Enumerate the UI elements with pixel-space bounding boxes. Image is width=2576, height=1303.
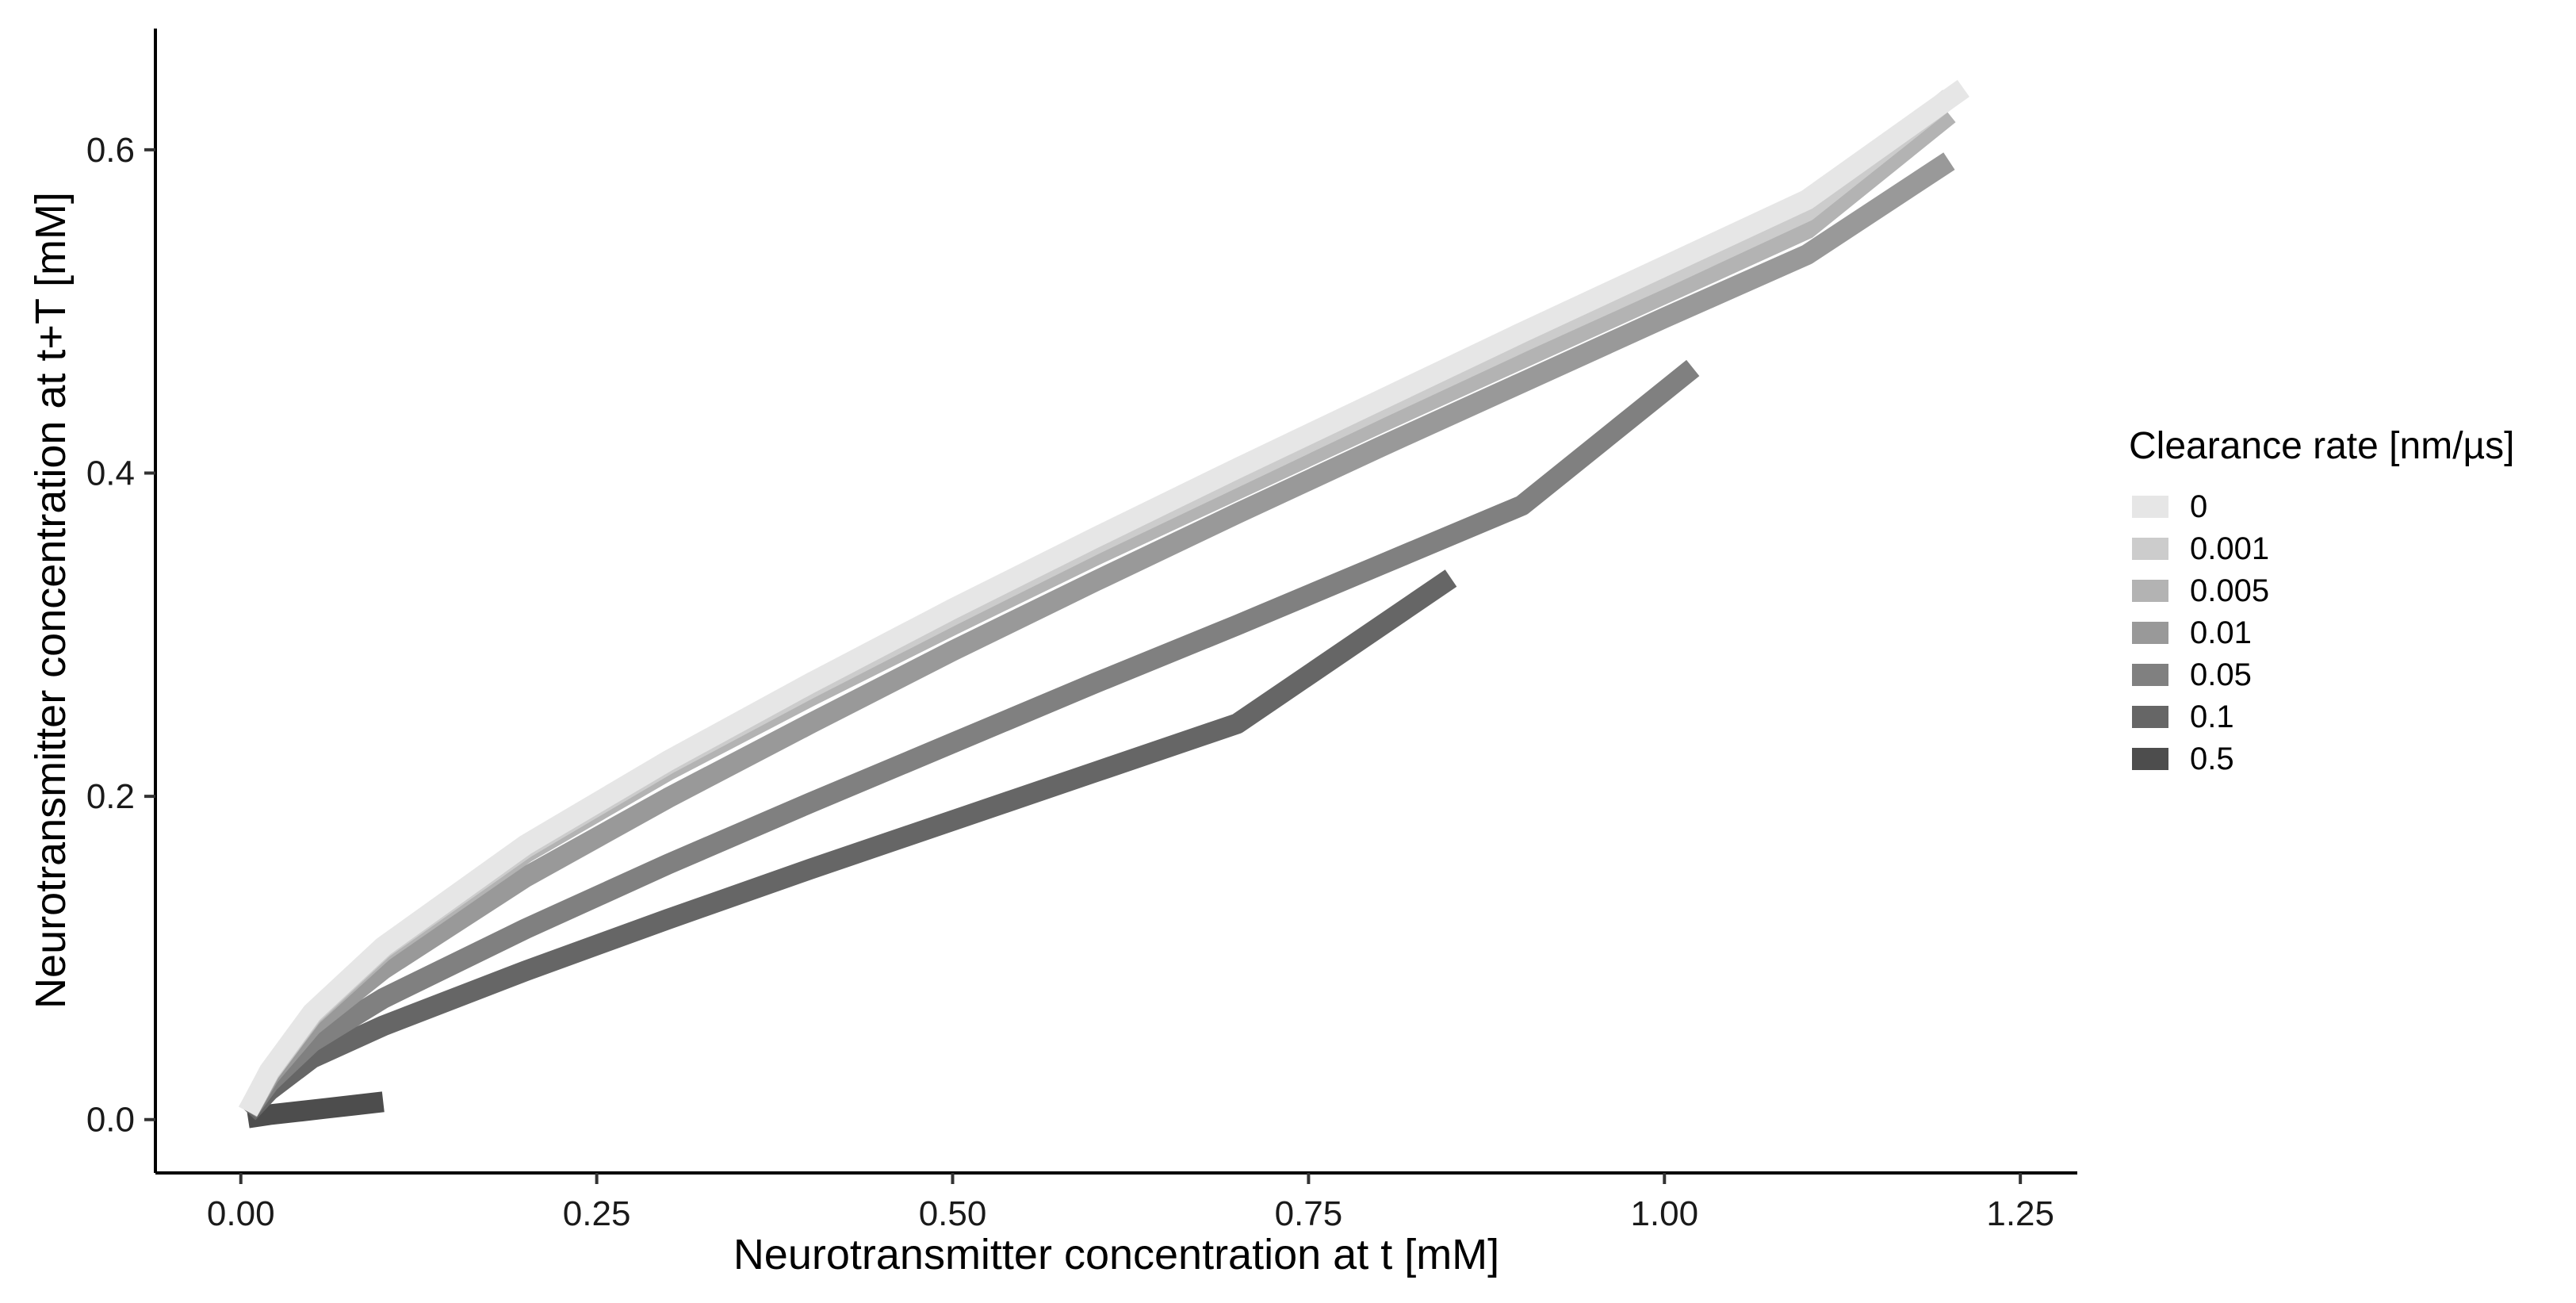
legend-label-0.005: 0.005 xyxy=(2190,573,2269,608)
legend-swatch-0.1 xyxy=(2132,706,2168,728)
legend-items: 0 0.001 0.005 0.01 0.05 0.1 0.5 xyxy=(2132,489,2269,776)
legend-swatch-0.001 xyxy=(2132,538,2168,560)
axes: 0.00 0.25 0.50 0.75 1.00 1.25 0.0 0.2 0.4 0.6 xyxy=(86,29,2077,1233)
y-ticks: 0.0 0.2 0.4 0.6 xyxy=(86,131,155,1140)
y-tick-label: 0.0 xyxy=(86,1101,135,1140)
legend-label-0: 0 xyxy=(2190,489,2207,524)
y-tick-label: 0.2 xyxy=(86,777,135,816)
series-line-0.5 xyxy=(246,1091,385,1129)
x-tick-label: 1.25 xyxy=(1986,1194,2054,1233)
x-tick-label: 0.00 xyxy=(207,1194,275,1233)
legend-swatch-0.05 xyxy=(2132,664,2168,686)
legend-label-0.01: 0.01 xyxy=(2190,615,2252,650)
legend: Clearance rate [nm/µs] 0 0.001 0.005 0.01 0.… xyxy=(2129,425,2515,776)
y-tick-label: 0.6 xyxy=(86,131,135,170)
plot-series xyxy=(239,79,1969,1129)
legend-swatch-0.5 xyxy=(2132,748,2168,770)
x-axis-title: Neurotransmitter concentration at t [mM] xyxy=(733,1231,1499,1278)
legend-label-0.5: 0.5 xyxy=(2190,742,2234,776)
legend-swatch-0.01 xyxy=(2132,622,2168,644)
legend-swatch-0 xyxy=(2132,496,2168,518)
x-tick-label: 0.50 xyxy=(919,1194,987,1233)
legend-label-0.1: 0.1 xyxy=(2190,699,2234,734)
series-line-0 xyxy=(239,79,1969,1117)
legend-label-0.05: 0.05 xyxy=(2190,657,2252,692)
series-line-0.05 xyxy=(239,359,1700,1118)
legend-title: Clearance rate [nm/µs] xyxy=(2129,425,2515,467)
x-tick-label: 0.75 xyxy=(1275,1194,1343,1233)
x-tick-label: 0.25 xyxy=(563,1194,631,1233)
y-axis-title: Neurotransmitter concentration at t+T [m… xyxy=(27,192,75,1009)
x-ticks: 0.00 0.25 0.50 0.75 1.00 1.25 xyxy=(207,1173,2054,1233)
legend-swatch-0.005 xyxy=(2132,580,2168,602)
legend-label-0.001: 0.001 xyxy=(2190,531,2269,566)
x-tick-label: 1.00 xyxy=(1630,1194,1698,1233)
y-tick-label: 0.4 xyxy=(86,454,135,492)
